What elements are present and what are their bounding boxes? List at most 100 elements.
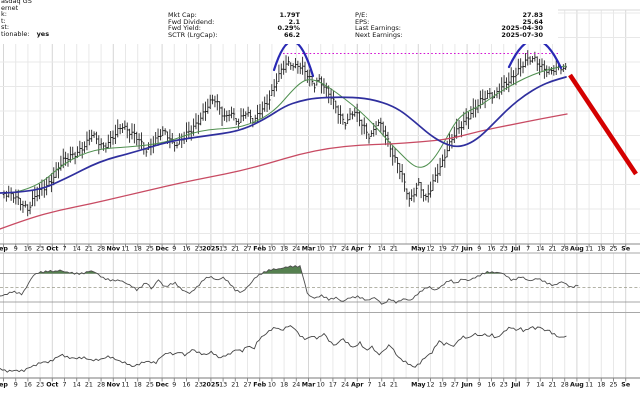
- x-axis-tick-label: 2025: [202, 246, 220, 253]
- x-axis-tick-label: 14: [536, 382, 544, 389]
- x-axis-tick-label: 16: [24, 246, 32, 253]
- x-axis-tick-label: 27: [451, 382, 459, 389]
- stat-value: 66.2: [283, 30, 300, 39]
- x-axis-tick-label: Feb: [253, 246, 266, 253]
- x-axis-tick-label: 24: [341, 382, 349, 389]
- x-axis-tick-label: 9: [172, 246, 176, 253]
- stat-value: 1.79T: [279, 11, 300, 19]
- x-axis-tick-label: 23: [500, 382, 508, 389]
- x-axis-tick-label: 18: [134, 246, 142, 253]
- industry-label: ernet: [1, 3, 19, 12]
- x-axis-tick-label: 28: [97, 382, 105, 389]
- x-axis-tick-label: 18: [280, 382, 288, 389]
- x-axis-tick-label: 23: [195, 382, 203, 389]
- info-line: st:: [1, 23, 10, 32]
- x-axis-tick-label: 14: [378, 246, 386, 253]
- x-axis-tick-label: Nov: [106, 246, 121, 253]
- info-line: t:: [1, 16, 6, 25]
- x-axis-tick-label: Jun: [460, 382, 472, 389]
- info-line: k:: [1, 10, 7, 19]
- stat-value: 25.64: [522, 17, 543, 26]
- stat-row-mkt-cap: Mkt Cap: 1.79T: [168, 12, 300, 19]
- x-axis-tick-label: 10: [317, 246, 325, 253]
- x-axis-tick-label: 25: [146, 382, 154, 389]
- stat-row-fwd-dividend: Fwd Dividend: 2.1: [168, 17, 300, 26]
- ticker-info-header: asdaq GS ernet k: t: st: tionable: yes Mk…: [0, 0, 558, 44]
- x-axis-tick-label: 14: [73, 382, 81, 389]
- fundamentals-column: Mkt Cap: 1.79T Fwd Dividend: 2.1 Fwd Yie…: [168, 12, 300, 38]
- x-axis-tick-label: Aug: [570, 246, 584, 253]
- x-axis-tick-label: 16: [24, 382, 32, 389]
- x-axis-tick-label: 14: [378, 382, 386, 389]
- stat-value: 2.1: [288, 17, 300, 26]
- x-axis-tick-label: 7: [367, 246, 371, 253]
- x-axis-tick-label: Jun: [460, 246, 472, 253]
- ma-200-crimson: [0, 113, 568, 230]
- x-axis-tick-label: Apr: [351, 382, 364, 389]
- x-axis-tick-label: 18: [597, 382, 605, 389]
- x-axis-tick-label: 10: [317, 382, 325, 389]
- optionable-value: yes: [36, 29, 50, 38]
- x-axis-tick-label: 10: [268, 246, 276, 253]
- x-axis-tick-label: ep: [0, 382, 8, 389]
- stat-row-sctr: SCTR (LrgCap): 66.2: [168, 32, 300, 39]
- x-axis-tick-label: 24: [292, 246, 300, 253]
- x-axis-tick-label: Oct: [46, 382, 58, 389]
- x-axis-tick-label: 21: [85, 382, 93, 389]
- stat-label: Mkt Cap:: [168, 11, 197, 19]
- indicator-panel-2: [0, 325, 567, 373]
- x-axis-tick-label: 27: [243, 246, 251, 253]
- x-axis-tick-label: ep: [0, 246, 8, 253]
- stat-label: SCTR (LrgCap):: [168, 30, 218, 39]
- x-axis-tick-label: 9: [172, 382, 176, 389]
- x-axis-tick-label: 18: [280, 246, 288, 253]
- x-axis-tick-label: 24: [341, 246, 349, 253]
- stat-row-fwd-yield: Fwd Yield: 0.29%: [168, 25, 300, 32]
- x-axis-tick-label: 24: [292, 382, 300, 389]
- stat-label: Fwd Dividend:: [168, 17, 215, 26]
- stat-value: 2025-07-30: [501, 30, 543, 39]
- red-downtrend-arrow: [568, 73, 638, 176]
- oscillator-line: [0, 264, 579, 305]
- x-axis-tick-label: 9: [14, 382, 18, 389]
- x-axis-tick-label: 16: [487, 382, 495, 389]
- x-axis-tick-label: 28: [97, 246, 105, 253]
- x-axis-tick-label: 23: [36, 246, 44, 253]
- ma-fast-green: [9, 65, 567, 194]
- x-axis-tick-label: 18: [134, 382, 142, 389]
- x-axis-labels: epep9916162323OctOct77141421212828NovNov…: [0, 244, 630, 389]
- x-axis-tick-label: 9: [477, 246, 481, 253]
- x-axis-tick-label: 19: [439, 382, 447, 389]
- x-axis-tick-label: 19: [439, 246, 447, 253]
- x-axis-tick-label: Aug: [570, 382, 584, 389]
- x-axis-tick-label: 25: [609, 246, 617, 253]
- x-axis-tick-label: 21: [390, 246, 398, 253]
- x-axis-tick-label: 27: [243, 382, 251, 389]
- x-axis-tick-label: 10: [268, 382, 276, 389]
- x-axis-tick-label: Feb: [253, 382, 266, 389]
- grid-horizontal: [0, 12, 640, 234]
- stat-label: EPS:: [355, 17, 370, 26]
- x-axis-tick-label: 27: [451, 246, 459, 253]
- x-axis-tick-label: 11: [585, 246, 593, 253]
- x-axis-tick-label: 16: [182, 382, 190, 389]
- x-axis-tick-label: Se: [621, 382, 630, 389]
- stat-value: 2025-04-30: [501, 24, 543, 33]
- x-axis-tick-label: 21: [231, 246, 239, 253]
- x-axis-tick-label: 9: [14, 246, 18, 253]
- x-axis-tick-label: 21: [548, 246, 556, 253]
- x-axis-tick-label: 25: [146, 246, 154, 253]
- stat-row-pe: P/E: 27.83: [355, 12, 543, 19]
- x-axis-tick-label: Oct: [46, 246, 58, 253]
- optionable-row: tionable: yes: [1, 31, 49, 38]
- x-axis-tick-label: 18: [597, 246, 605, 253]
- x-axis-tick-label: 7: [526, 382, 530, 389]
- x-axis-tick-label: 23: [500, 246, 508, 253]
- valuation-column: P/E: 27.83 EPS: 25.64 Last Earnings: 202…: [355, 12, 543, 38]
- x-axis-tick-label: 16: [487, 246, 495, 253]
- x-axis-tick-label: Mar: [302, 382, 317, 389]
- optionable-label: tionable:: [1, 29, 30, 38]
- x-axis-tick-label: 14: [536, 246, 544, 253]
- stat-label: Last Earnings:: [355, 24, 402, 33]
